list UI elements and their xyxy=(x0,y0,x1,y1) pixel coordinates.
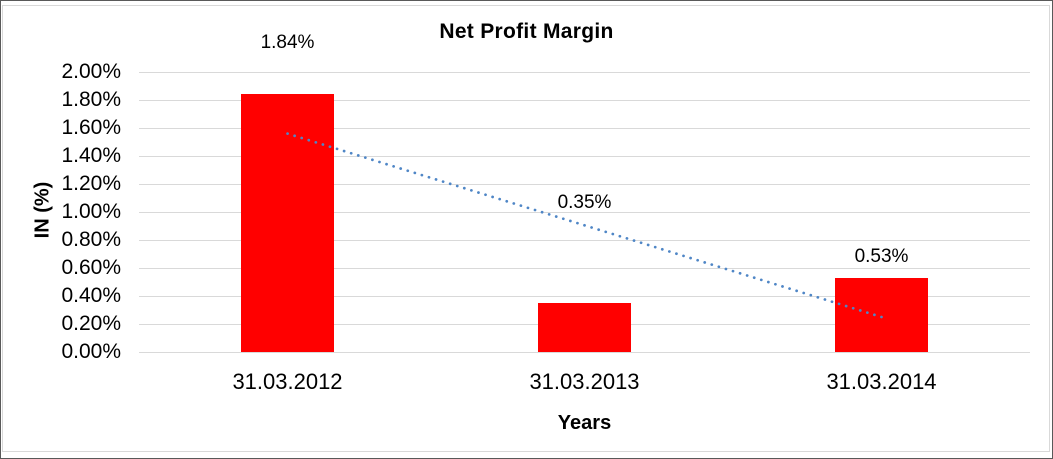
bar xyxy=(538,303,631,352)
y-tick-label: 1.20% xyxy=(61,172,121,195)
y-tick-label: 1.80% xyxy=(61,88,121,111)
y-gridline xyxy=(139,99,1030,101)
y-tick-label: 0.60% xyxy=(61,256,121,279)
bar xyxy=(835,277,928,352)
y-tick-label: 0.40% xyxy=(61,284,121,307)
y-gridline xyxy=(139,127,1030,129)
y-gridline xyxy=(139,351,1030,353)
x-tick-label: 31.03.2013 xyxy=(529,369,640,394)
x-axis-title: Years xyxy=(557,412,612,434)
trendline-path xyxy=(286,132,883,319)
y-tick-label: 1.00% xyxy=(61,200,121,223)
x-tick-label: 31.03.2014 xyxy=(826,369,937,394)
data-label: 0.53% xyxy=(854,245,909,267)
y-tick-label: 2.00% xyxy=(61,60,121,83)
y-tick-label: 0.20% xyxy=(61,312,121,335)
data-label: 1.84% xyxy=(260,32,315,54)
x-tick-label: 31.03.2012 xyxy=(232,369,343,394)
y-tick-label: 0.80% xyxy=(61,228,121,251)
y-gridline xyxy=(139,71,1030,73)
bar xyxy=(241,94,334,352)
data-label: 0.35% xyxy=(557,192,612,213)
y-tick-label: 1.40% xyxy=(61,144,121,167)
y-tick-label: 1.60% xyxy=(61,116,121,139)
y-tick-label: 0.00% xyxy=(61,340,121,363)
chart-title: Net Profit Margin xyxy=(439,20,614,43)
